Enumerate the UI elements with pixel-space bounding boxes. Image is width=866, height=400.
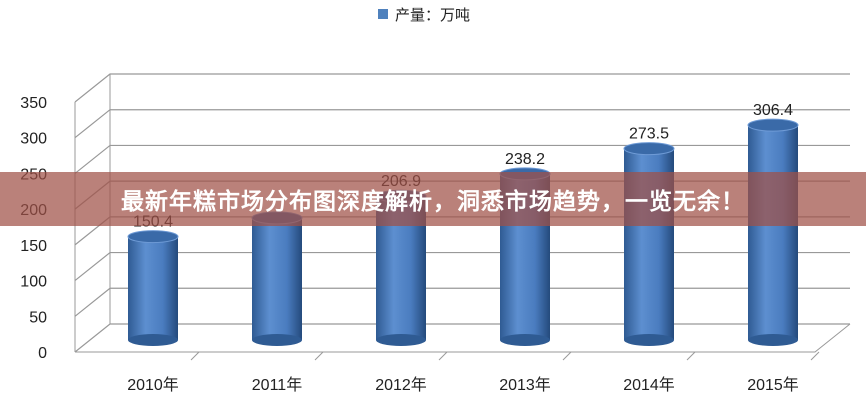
gridline bbox=[74, 144, 850, 174]
gridline bbox=[74, 109, 850, 139]
x-tick bbox=[438, 351, 448, 361]
y-tick-label: 300 bbox=[20, 131, 47, 148]
data-label: 306.4 bbox=[753, 102, 793, 119]
bar bbox=[128, 236, 178, 340]
bar-base bbox=[128, 334, 178, 346]
x-tick bbox=[562, 351, 572, 361]
x-tick-label: 2010年 bbox=[127, 376, 179, 394]
data-label: 273.5 bbox=[629, 126, 669, 143]
bar-top bbox=[747, 118, 799, 132]
x-tick-label: 2012年 bbox=[375, 376, 427, 394]
gridline bbox=[74, 287, 850, 317]
x-tick bbox=[314, 351, 324, 361]
bar-base bbox=[252, 334, 302, 346]
bar-top bbox=[623, 142, 675, 156]
x-tick-label: 2015年 bbox=[747, 376, 799, 394]
legend-swatch bbox=[378, 9, 388, 19]
y-tick-label: 0 bbox=[38, 345, 47, 362]
title-banner: 最新年糕市场分布图深度解析，洞悉市场趋势，一览无余！ bbox=[0, 172, 866, 226]
y-tick-label: 150 bbox=[20, 238, 47, 255]
gridline bbox=[74, 251, 850, 282]
x-tick bbox=[190, 351, 200, 361]
bar-base bbox=[624, 334, 674, 346]
banner-title: 最新年糕市场分布图深度解析，洞悉市场趋势，一览无余！ bbox=[121, 189, 745, 215]
bar-base bbox=[500, 334, 550, 346]
x-tick-label: 2014年 bbox=[623, 376, 675, 394]
x-tick-label: 2011年 bbox=[252, 376, 302, 394]
floor-edge bbox=[75, 323, 851, 353]
y-tick-label: 350 bbox=[20, 95, 47, 112]
y-tick-label: 100 bbox=[20, 274, 47, 291]
legend-label: 产量：万吨 bbox=[395, 7, 470, 24]
gridline bbox=[74, 323, 850, 353]
x-tick bbox=[686, 351, 696, 361]
data-label: 238.2 bbox=[505, 151, 545, 168]
bar bbox=[252, 217, 302, 340]
x-tick-label: 2013年 bbox=[499, 376, 551, 394]
bar-base bbox=[376, 334, 426, 346]
bar-base bbox=[748, 334, 798, 346]
x-tick bbox=[810, 351, 820, 361]
bar bbox=[748, 125, 798, 341]
gridline bbox=[74, 73, 850, 103]
y-tick-label: 50 bbox=[29, 309, 47, 326]
bar-top bbox=[127, 230, 179, 244]
